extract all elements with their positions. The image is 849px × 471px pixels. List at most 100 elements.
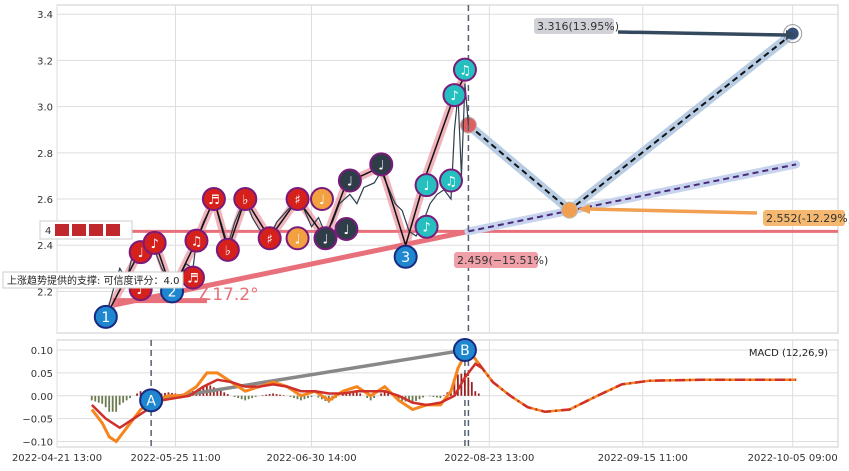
signal-marker-label: ♩ xyxy=(343,223,349,238)
macd-point-label: A xyxy=(146,393,156,409)
macd-histogram-bar xyxy=(265,394,267,396)
signal-marker-label: ♩ xyxy=(378,158,384,173)
macd-histogram-bar xyxy=(94,395,97,402)
macd-histogram-bar xyxy=(443,395,445,396)
signal-marker xyxy=(257,226,282,251)
signal-marker xyxy=(393,244,418,269)
macd-histogram-bar xyxy=(233,395,236,397)
signal-marker-label: ♩ xyxy=(319,193,325,208)
macd-histogram-bar xyxy=(359,393,362,396)
macd-histogram-bar xyxy=(223,392,226,396)
signal-marker xyxy=(215,237,240,262)
macd-histogram-bar xyxy=(470,382,473,396)
signal-marker-label: ♩ xyxy=(347,175,353,190)
mid-arrow-head xyxy=(578,204,590,214)
signal-marker-label: ♩ xyxy=(138,246,144,261)
macd-histogram-bar xyxy=(219,390,222,396)
macd-histogram-bar xyxy=(247,395,250,400)
forecast-mid-point xyxy=(561,201,579,219)
macd-histogram-bar xyxy=(456,374,459,396)
y-tick-label: −0.05 xyxy=(22,415,53,426)
signal-marker xyxy=(313,226,338,251)
macd-histogram-bar xyxy=(408,395,410,403)
macd-histogram-bar xyxy=(418,395,421,400)
macd-point-marker xyxy=(452,338,477,363)
signal-marker-label: ♫ xyxy=(459,64,471,79)
score-icon xyxy=(89,224,103,236)
mid-annotation-box xyxy=(763,210,845,226)
macd-histogram-bar xyxy=(268,394,271,396)
macd-histogram-bar xyxy=(279,394,281,396)
signal-marker-label: ♪ xyxy=(137,283,145,298)
macd-histogram-bar xyxy=(387,393,390,396)
signal-marker xyxy=(442,83,467,108)
macd-histogram-bar xyxy=(136,393,138,396)
score-icon xyxy=(106,224,120,236)
x-tick-label: 2022-06-30 14:00 xyxy=(266,453,356,464)
high-arrow-head xyxy=(786,30,797,40)
signal-marker-label: ♪ xyxy=(422,221,430,236)
macd-title: MACD (12,26,9) xyxy=(749,348,828,359)
signal-marker xyxy=(285,187,310,212)
signal-marker-label: 1 xyxy=(101,310,110,326)
x-tick-label: 2022-09-15 11:00 xyxy=(598,453,688,464)
macd-histogram-bar xyxy=(108,395,111,412)
macd-histogram-bar xyxy=(355,391,358,396)
signal-marker xyxy=(93,304,118,329)
signal-marker-label: ♭ xyxy=(225,244,231,259)
x-tick-label: 2022-04-21 13:00 xyxy=(12,453,102,464)
y-tick-label: 2.2 xyxy=(37,287,53,298)
macd-histogram-bar xyxy=(164,392,166,396)
macd-histogram-bar xyxy=(237,395,240,399)
macd-histogram-bar xyxy=(310,395,313,397)
signal-marker xyxy=(452,57,477,82)
signal-marker xyxy=(337,168,362,193)
macd-histogram-bar xyxy=(167,392,170,396)
signal-marker-label: ♩ xyxy=(424,179,430,194)
y-tick-label: 3.2 xyxy=(37,56,53,67)
signal-marker xyxy=(142,230,167,255)
macd-histogram-bar xyxy=(244,395,247,401)
signal-marker-label: ♫ xyxy=(445,175,457,190)
signal-marker-label: ♬ xyxy=(208,193,220,208)
macd-histogram-bar xyxy=(415,395,417,401)
y-tick-label: 2.4 xyxy=(37,241,53,252)
macd-histogram-bar xyxy=(348,392,351,396)
macd-histogram-bar xyxy=(467,377,470,396)
macd-histogram-bar xyxy=(289,395,292,397)
signal-marker-label: ♫ xyxy=(191,235,203,250)
support-note: 上涨趋势提供的支撑: 可信度评分：4.0 xyxy=(7,274,179,287)
macd-histogram-bar xyxy=(272,393,274,396)
score-legend-value: 4 xyxy=(45,226,51,237)
y-tick-label: 3.0 xyxy=(37,103,53,114)
signal-marker xyxy=(184,228,209,253)
macd-point-label: B xyxy=(460,343,470,359)
signal-marker xyxy=(233,187,258,212)
high-annotation: 3.316(13.95%) xyxy=(537,20,619,33)
divergence-line xyxy=(150,348,466,403)
y-tick-label: 0.10 xyxy=(31,346,53,357)
macd-histogram-bar xyxy=(122,395,125,403)
low-annotation: 2.459(−15.51%) xyxy=(457,254,548,267)
macd-histogram-bar xyxy=(216,388,219,396)
mid-arrow xyxy=(587,207,758,215)
signal-marker xyxy=(414,214,439,239)
macd-histogram-bar xyxy=(282,395,285,396)
macd-histogram-bar xyxy=(300,395,302,401)
macd-histogram-bar xyxy=(397,395,400,401)
macd-histogram-bar xyxy=(139,391,142,396)
signal-marker-label: 2 xyxy=(168,284,177,300)
macd-histogram-bar xyxy=(129,395,132,399)
macd-histogram-bar xyxy=(118,395,121,405)
signal-marker-label: ♯ xyxy=(294,193,300,208)
signal-marker-label: ♩ xyxy=(322,232,328,247)
macd-histogram-bar xyxy=(125,395,128,401)
signal-marker xyxy=(334,217,359,242)
y-tick-label: 3.4 xyxy=(37,10,53,21)
macd-histogram-bar xyxy=(432,395,435,397)
macd-histogram-bar xyxy=(303,395,306,400)
macd-histogram-bar xyxy=(240,395,243,400)
x-tick-label: 2022-10-05 09:00 xyxy=(748,453,838,464)
